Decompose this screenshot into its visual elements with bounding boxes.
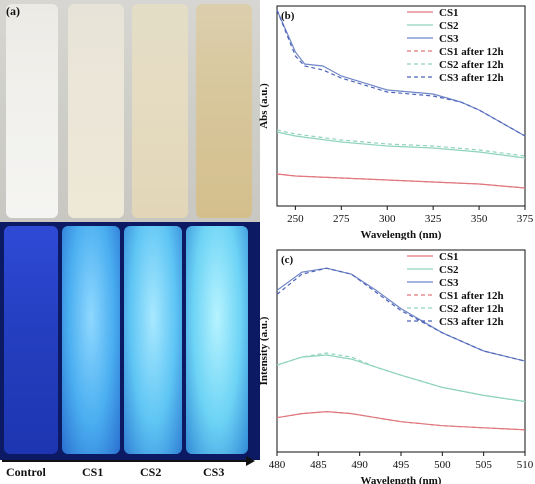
sample-label-cs3: CS3 — [203, 465, 225, 479]
x-tick-label: 510 — [517, 459, 534, 471]
vial-cs3-uv — [186, 226, 248, 454]
photo-uv — [0, 222, 260, 460]
vial-control-uv — [4, 226, 58, 454]
series-line-0 — [276, 410, 526, 431]
panel-label: (c) — [281, 254, 294, 266]
vial-cs2-uv — [124, 226, 182, 454]
panel-label: (b) — [281, 10, 295, 22]
series-line-1 — [276, 131, 526, 159]
series-line-3 — [276, 410, 526, 431]
x-tick-label: 505 — [475, 459, 492, 471]
x-tick-label: 500 — [434, 459, 451, 471]
legend-label-4: CS2 after 12h — [439, 303, 504, 315]
panel-label-a: (a) — [6, 4, 20, 18]
x-tick-label: 485 — [310, 459, 327, 471]
x-axis-label: Wavelength (nm) — [361, 475, 442, 484]
legend-label-1: CS2 — [439, 20, 459, 32]
legend-label-2: CS3 — [439, 33, 459, 45]
legend-label-2: CS3 — [439, 277, 459, 289]
legend-label-4: CS2 after 12h — [439, 59, 504, 71]
vial-cs2 — [132, 4, 188, 218]
x-axis-label: Wavelength (nm) — [361, 229, 442, 240]
emission-chart: 480 485 490 495 500 505 510 Wavelength (nm) Inte… — [258, 249, 534, 484]
series-line-2 — [276, 267, 526, 362]
legend-label-5: CS3 after 12h — [439, 72, 504, 84]
series-line-0 — [276, 173, 526, 189]
absorbance-chart: 250 275 300 325 350 375 Wavelength (nm) Abs (a.… — [258, 5, 534, 240]
x-tick-label: 495 — [393, 459, 410, 471]
legend-label-5: CS3 after 12h — [439, 316, 504, 328]
series-line-1 — [276, 354, 526, 403]
x-tick-label: 375 — [517, 213, 534, 225]
series-line-5 — [276, 267, 526, 362]
series-line-4 — [276, 129, 526, 157]
sample-arrow — [2, 460, 250, 462]
sample-label-control: Control — [6, 465, 46, 479]
x-tick-label: 275 — [333, 213, 350, 225]
x-tick-label: 350 — [471, 213, 488, 225]
sample-label-cs1: CS1 — [82, 465, 104, 479]
sample-arrow-head — [246, 456, 255, 466]
series-line-5 — [276, 9, 526, 137]
legend-label-3: CS1 after 12h — [439, 290, 504, 302]
legend-label-0: CS1 — [439, 251, 459, 263]
sample-label-cs2: CS2 — [140, 465, 162, 479]
x-tick-label: 490 — [351, 459, 368, 471]
legend-label-1: CS2 — [439, 264, 459, 276]
x-tick-label: 325 — [425, 213, 442, 225]
photo-daylight: (a) — [0, 0, 260, 222]
series-line-4 — [276, 352, 526, 403]
x-tick-label: 250 — [287, 213, 304, 225]
legend-label-3: CS1 after 12h — [439, 46, 504, 58]
vial-cs1 — [68, 4, 124, 218]
legend-label-0: CS1 — [439, 7, 459, 19]
plot-frame — [276, 5, 526, 207]
vial-cs1-uv — [62, 226, 120, 454]
vial-cs3 — [196, 4, 252, 218]
y-axis-label: Intensity (a.u.) — [258, 316, 270, 385]
vial-control — [6, 4, 58, 218]
x-tick-label: 480 — [269, 459, 286, 471]
y-axis-label: Abs (a.u.) — [258, 83, 270, 129]
x-tick-label: 300 — [379, 213, 396, 225]
